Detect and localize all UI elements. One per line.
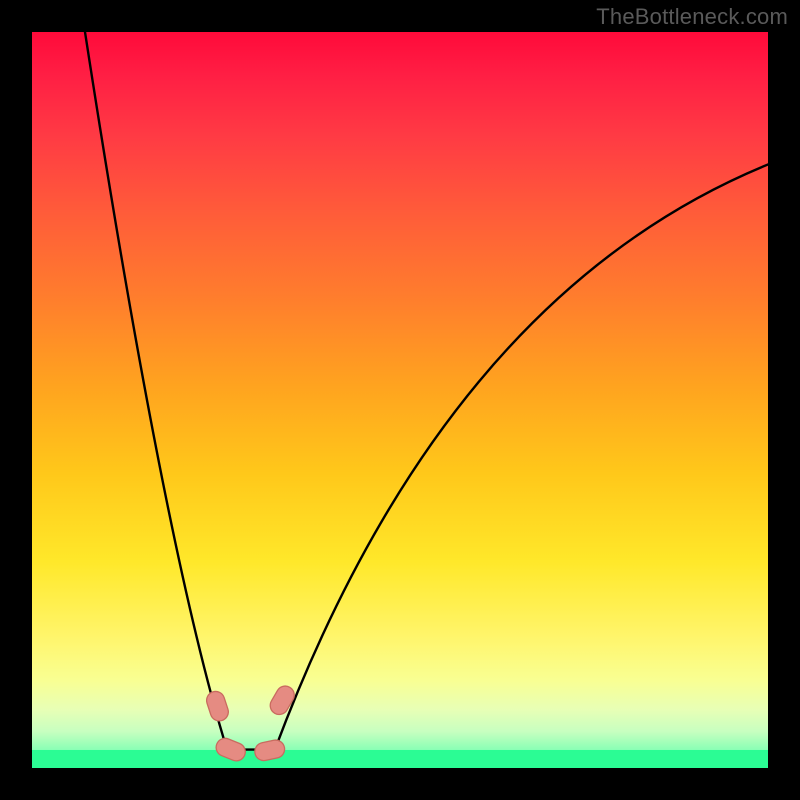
gradient-background xyxy=(32,32,768,768)
bottleneck-curve-chart xyxy=(0,0,800,800)
green-bottom-stripe xyxy=(32,750,768,768)
watermark-text: TheBottleneck.com xyxy=(596,4,788,30)
